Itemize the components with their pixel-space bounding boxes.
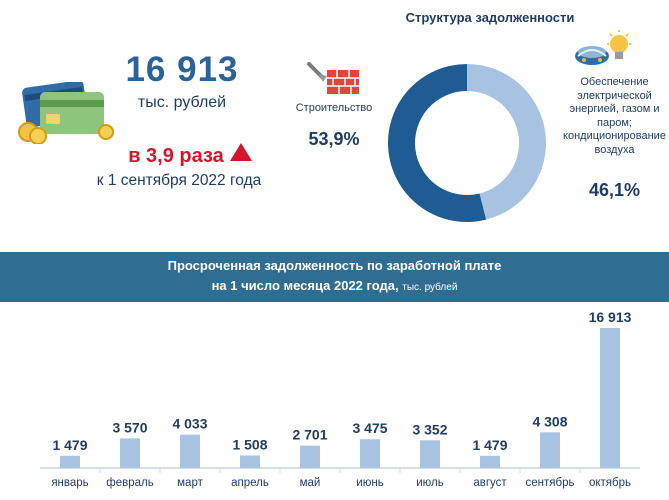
- growth-comparison-date: к 1 сентября 2022 года: [96, 172, 262, 189]
- structure-title: Структура задолженности: [405, 10, 575, 25]
- chart-title-line1: Просроченная задолженность по заработной…: [167, 258, 502, 273]
- chart-title-line2: на 1 число месяца 2022 года, тыс. рублей: [0, 278, 669, 293]
- segment-label-energy-line: Обеспечение: [580, 76, 649, 88]
- bar-value-label: 3 570: [112, 419, 147, 435]
- x-tick-label: июль: [416, 477, 444, 489]
- x-tick-label: март: [177, 477, 203, 489]
- x-tick-label: май: [300, 477, 321, 489]
- bar-value-label: 2 701: [292, 427, 327, 443]
- chart-title-line2-text: на 1 число месяца 2022 года,: [211, 278, 399, 293]
- donut-slice-energy: [467, 64, 546, 220]
- bar: [300, 445, 320, 468]
- monthly-arrears-bar-chart: 1 479 январь 3 570 февраль 4 033 март 1 508 апр…: [40, 309, 640, 489]
- x-tick-label: апрель: [231, 477, 269, 489]
- chart-title-banner: [0, 252, 669, 302]
- total-debt-unit: тыс. рублей: [137, 94, 227, 111]
- bar-value-label: 4 033: [172, 416, 207, 432]
- bar: [420, 440, 440, 468]
- bar-value-label: 16 913: [589, 309, 632, 325]
- x-tick-label: январь: [51, 477, 88, 489]
- x-tick-label: февраль: [106, 477, 153, 489]
- bar: [120, 438, 140, 468]
- segment-label-construction: Строительство: [295, 102, 373, 114]
- donut-slice-construction: [388, 64, 487, 223]
- bar-value-label: 3 475: [352, 420, 387, 436]
- total-debt-value: 16 913: [125, 50, 239, 89]
- x-tick-label: август: [473, 477, 507, 489]
- segment-label-energy-line: электрической: [577, 89, 652, 102]
- growth-text: в 3,9 раза: [128, 145, 224, 167]
- segment-percent-energy: 46,1%: [588, 180, 641, 200]
- credit-cards-icon: [18, 82, 114, 144]
- bar: [480, 455, 500, 468]
- bar: [60, 455, 80, 468]
- bar: [240, 455, 260, 468]
- growth-indicator: в 3,9 раза: [100, 143, 280, 168]
- bar-value-label: 4 308: [532, 413, 567, 429]
- bar-value-label: 1 508: [232, 437, 267, 453]
- bar-value-label: 1 479: [472, 437, 507, 453]
- bar-value-label: 3 352: [412, 421, 447, 437]
- segment-label-energy-line: энергией, газом и: [569, 103, 660, 116]
- structure-donut-chart: [388, 64, 546, 223]
- segment-label-energy-line: паром;: [597, 116, 632, 129]
- brick-wall-icon: [307, 62, 359, 94]
- bar-value-label: 1 479: [52, 437, 87, 453]
- bar: [360, 439, 380, 468]
- bar: [180, 434, 200, 468]
- segment-label-energy: Обеспечение электрической энергией, газо…: [562, 76, 667, 158]
- bar: [540, 432, 560, 468]
- chart-title-unit: тыс. рублей: [402, 282, 458, 293]
- x-tick-label: июнь: [356, 477, 383, 489]
- segment-label-energy-line: воздуха: [594, 143, 635, 156]
- segment-label-energy-line: кондиционирование: [563, 130, 666, 143]
- bar: [600, 328, 620, 468]
- power-plant-icon: [575, 30, 631, 65]
- up-triangle-icon: [229, 143, 252, 161]
- x-tick-label: октябрь: [589, 477, 631, 489]
- x-tick-label: сентябрь: [526, 477, 575, 489]
- segment-percent-construction: 53,9%: [308, 129, 360, 149]
